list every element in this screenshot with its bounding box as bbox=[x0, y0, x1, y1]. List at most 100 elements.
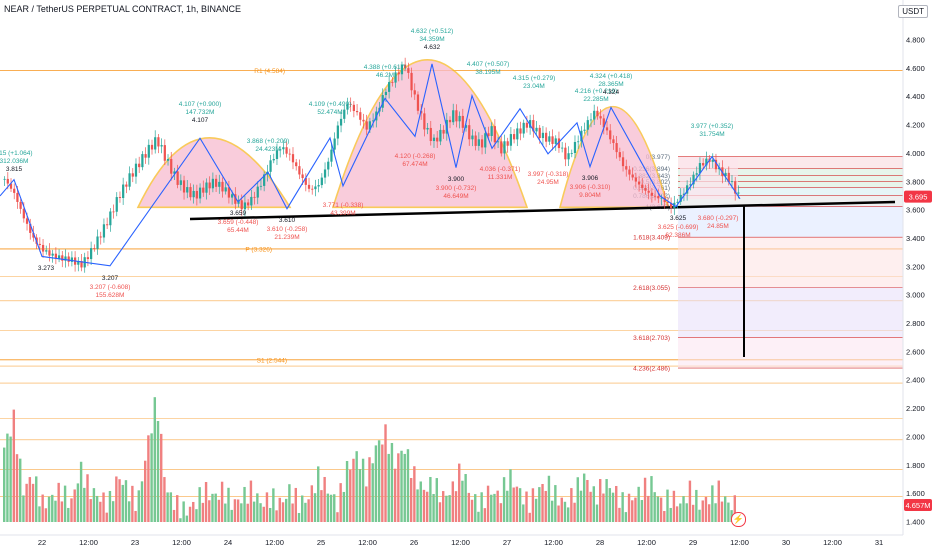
volume-bar bbox=[188, 506, 192, 522]
fib-zone bbox=[678, 156, 903, 169]
chart-title: NEAR / TetherUS PERPETUAL CONTRACT, 1h, … bbox=[4, 4, 242, 14]
volume-bar bbox=[217, 499, 221, 522]
volume-bar bbox=[368, 457, 371, 522]
swing-label: 3.868 (+0.209) bbox=[247, 138, 289, 145]
candle-body bbox=[195, 190, 198, 199]
candle-body bbox=[205, 182, 208, 193]
swing-label: 46.649M bbox=[443, 193, 468, 200]
volume-bar bbox=[47, 496, 51, 522]
volume-bar bbox=[384, 424, 387, 522]
volume-bar bbox=[717, 480, 720, 522]
candle-body bbox=[484, 133, 487, 148]
candle-body bbox=[407, 68, 410, 73]
candle-body bbox=[147, 144, 150, 158]
volume-bar bbox=[554, 485, 557, 522]
volume-bar bbox=[166, 492, 169, 522]
candle-body bbox=[16, 192, 19, 202]
candle-body bbox=[112, 211, 115, 213]
fib-zone bbox=[678, 287, 903, 338]
candle-body bbox=[346, 103, 349, 110]
candle-body bbox=[734, 181, 737, 194]
volume-bar bbox=[621, 492, 624, 522]
swing-label: 3.610 bbox=[279, 217, 296, 224]
candle-body bbox=[70, 257, 74, 262]
swing-label: 24.423M bbox=[255, 146, 280, 153]
candle-body bbox=[468, 125, 471, 140]
candle-body bbox=[253, 196, 256, 198]
candle-body bbox=[327, 161, 330, 170]
fib-zone bbox=[678, 206, 903, 238]
volume-bar bbox=[711, 485, 714, 522]
volume-bar bbox=[262, 506, 265, 522]
volume-bar bbox=[323, 476, 326, 522]
volume-bar bbox=[695, 489, 698, 522]
candle-body bbox=[634, 177, 637, 182]
candle-body bbox=[416, 94, 420, 111]
candle-body bbox=[102, 224, 106, 238]
fib-zone bbox=[678, 181, 903, 188]
volume-bar bbox=[637, 486, 640, 522]
candle-body bbox=[192, 190, 195, 198]
candle-body bbox=[695, 173, 698, 175]
volume-bar bbox=[461, 480, 464, 522]
candle-body bbox=[413, 90, 416, 95]
candle-body bbox=[134, 163, 138, 177]
price-tick-label: 4.000 bbox=[906, 149, 925, 158]
volume-bar bbox=[691, 504, 695, 522]
candle-body bbox=[125, 184, 128, 187]
candle-body bbox=[567, 153, 570, 160]
volume-bar bbox=[333, 494, 336, 522]
candle-body bbox=[240, 200, 243, 210]
candle-body bbox=[503, 141, 506, 154]
volume-bar bbox=[227, 487, 230, 522]
price-axis: 4.800 4.600 4.400 4.200 4.000 3.800 3.600 3.400… bbox=[902, 0, 932, 535]
candle-body bbox=[77, 261, 80, 265]
time-tick-label: 12:00 bbox=[637, 538, 656, 547]
volume-bar bbox=[608, 488, 612, 522]
volume-bar bbox=[310, 485, 314, 522]
lightning-icon[interactable]: ⚡ bbox=[731, 512, 746, 527]
volume-bar bbox=[496, 490, 499, 522]
candle-body bbox=[288, 153, 291, 155]
candle-body bbox=[621, 157, 625, 167]
currency-button[interactable]: USDT bbox=[898, 5, 928, 18]
time-tick-label: 31 bbox=[875, 538, 883, 547]
swing-label: 155.628M bbox=[96, 292, 125, 299]
volume-bar bbox=[374, 445, 378, 522]
volume-bar bbox=[618, 507, 621, 522]
volume-bar bbox=[563, 501, 567, 522]
swing-label: 52.474M bbox=[317, 109, 342, 116]
candle-body bbox=[320, 177, 323, 186]
price-tick-label: 4.400 bbox=[906, 92, 925, 101]
volume-bar bbox=[659, 497, 663, 522]
volume-bar bbox=[326, 493, 330, 522]
time-tick-label: 26 bbox=[410, 538, 418, 547]
candle-body bbox=[224, 187, 227, 192]
candle-body bbox=[170, 158, 173, 174]
candle-body bbox=[198, 187, 202, 199]
candle-body bbox=[256, 186, 259, 198]
candle-body bbox=[234, 194, 237, 204]
swing-label: 4.036 (-0.371) bbox=[480, 166, 521, 173]
volume-bar bbox=[570, 488, 573, 522]
price-tick-label: 1.800 bbox=[906, 461, 925, 470]
candle-body bbox=[532, 120, 535, 132]
swing-label: 67.474M bbox=[402, 161, 427, 168]
time-tick-label: 24 bbox=[224, 538, 232, 547]
volume-bar bbox=[579, 490, 583, 522]
swing-label: 3.680 (-0.297) bbox=[698, 215, 739, 222]
candle-body bbox=[586, 120, 589, 130]
time-tick-label: 12:00 bbox=[358, 538, 377, 547]
candle-body bbox=[714, 159, 718, 170]
candle-body bbox=[657, 196, 660, 199]
volume-bar bbox=[528, 512, 531, 522]
candle-body bbox=[653, 195, 657, 197]
candle-body bbox=[525, 122, 529, 128]
volume-bar bbox=[9, 436, 12, 522]
swing-label: 46.2M bbox=[376, 72, 394, 79]
volume-bar bbox=[291, 503, 294, 522]
candle-body bbox=[692, 174, 695, 185]
candle-body bbox=[339, 118, 343, 126]
volume-bar bbox=[672, 490, 676, 522]
